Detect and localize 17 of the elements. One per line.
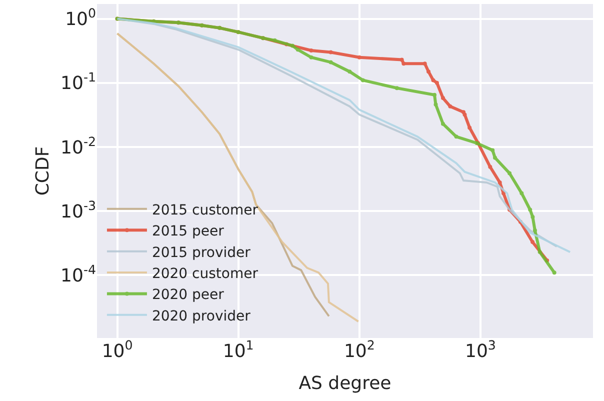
legend-label: 2020 provider [152, 308, 251, 324]
legend-label: 2015 customer [152, 202, 258, 218]
x-tick-label: 10$^{3}$ [465, 337, 496, 362]
x-tick-label: 10$^{2}$ [344, 337, 375, 362]
legend-label: 2015 provider [152, 244, 251, 261]
x-tick-label: 10$^{1}$ [222, 337, 254, 362]
y-tick-label: 10$^{-1}$ [60, 70, 96, 94]
x-axis-title: AS degree [298, 373, 392, 394]
x-tick-label: 10$^{0}$ [102, 337, 133, 362]
y-tick-label: 10$^{-2}$ [60, 134, 96, 158]
legend-label: 2020 peer [152, 287, 224, 304]
legend-label: 2020 customer [152, 266, 258, 282]
y-tick-label: 10$^{-3}$ [60, 198, 96, 222]
y-tick-label: 10$^{-4}$ [60, 262, 96, 287]
y-axis-title: CCDF [32, 146, 54, 196]
legend-label: 2015 peer [152, 224, 224, 240]
y-tick-label: 10$^{0}$ [65, 6, 96, 30]
